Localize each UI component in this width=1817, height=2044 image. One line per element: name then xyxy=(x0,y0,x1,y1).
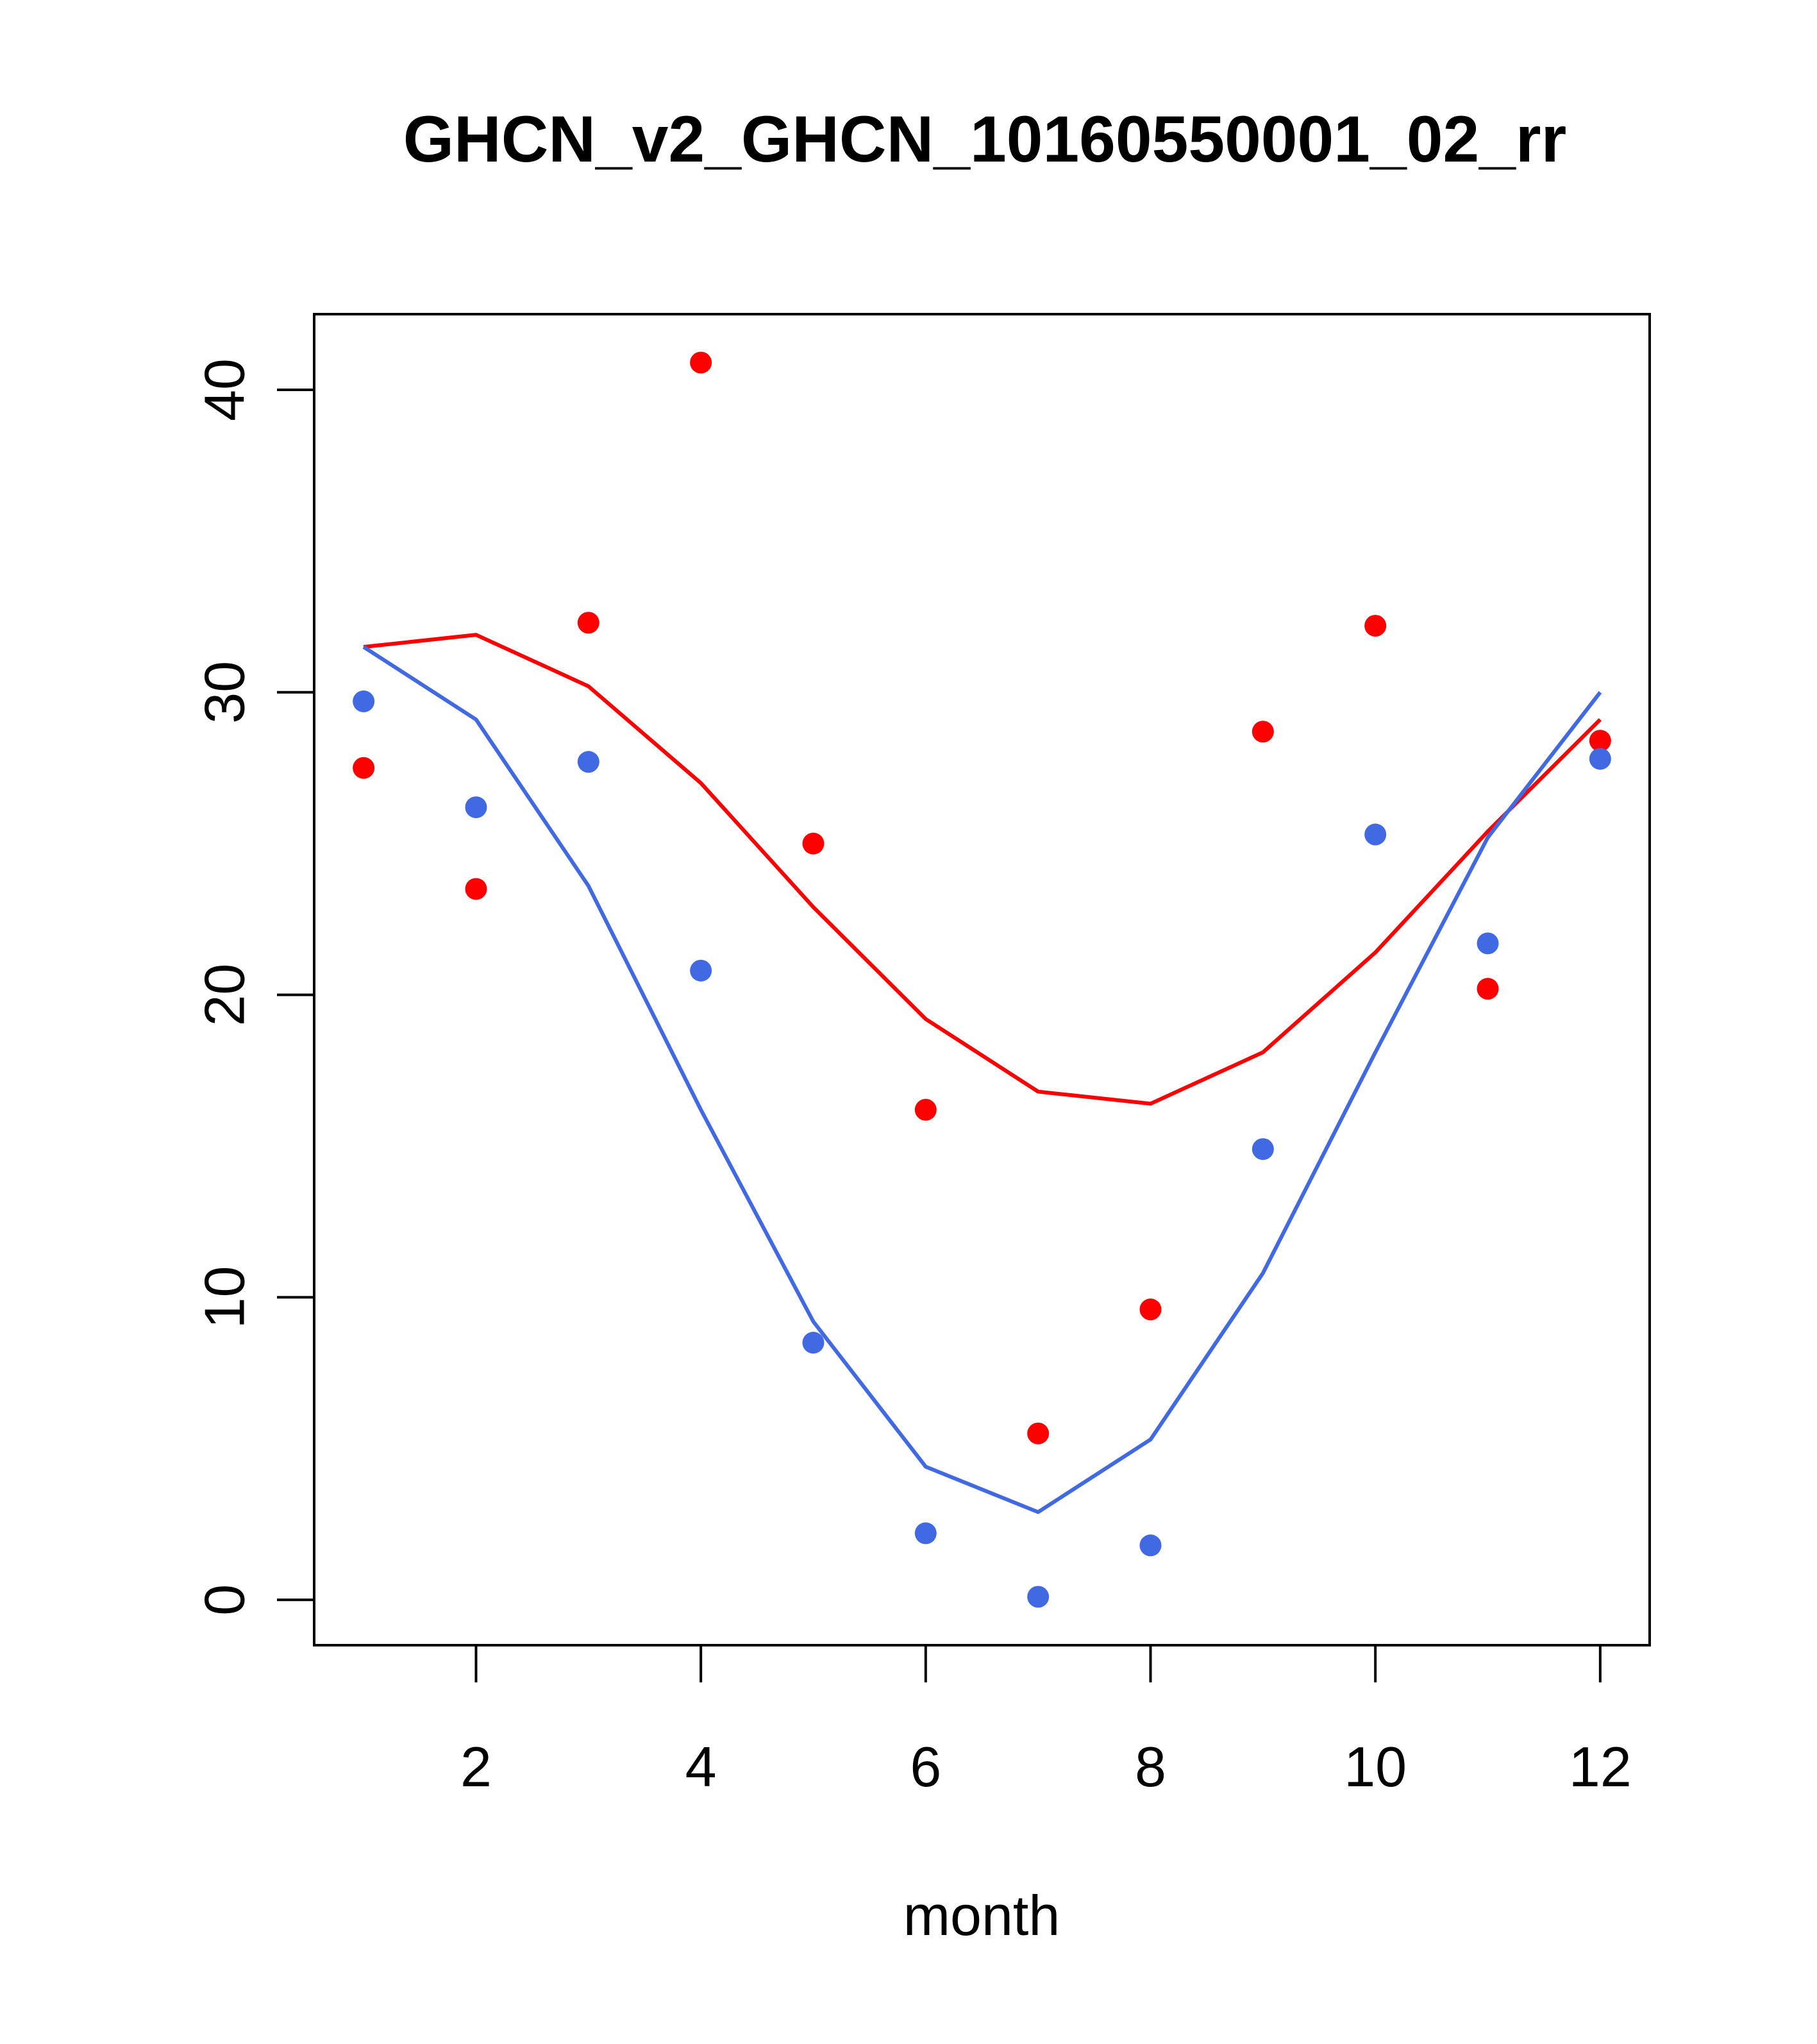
x-tick-label: 2 xyxy=(460,1735,492,1798)
blue-point xyxy=(1589,748,1611,770)
blue-point xyxy=(353,690,375,712)
blue-point xyxy=(1027,1586,1050,1608)
y-tick-label: 20 xyxy=(193,964,256,1026)
y-axis: 0 10 20 30 40 xyxy=(193,358,315,1616)
x-tick-label: 6 xyxy=(910,1735,941,1798)
red-point xyxy=(1139,1298,1162,1321)
red-point xyxy=(690,351,712,374)
blue-point xyxy=(802,1332,825,1354)
blue-point xyxy=(1477,932,1499,955)
y-tick-label: 30 xyxy=(193,661,256,724)
blue-point xyxy=(1139,1534,1162,1557)
x-tick-label: 10 xyxy=(1344,1735,1407,1798)
blue-point xyxy=(914,1522,937,1545)
blue-point xyxy=(1252,1138,1274,1160)
red-point xyxy=(1477,978,1499,1000)
series-points xyxy=(353,351,1611,1608)
red-point xyxy=(1364,614,1387,637)
red-point xyxy=(802,832,825,855)
x-tick-label: 4 xyxy=(685,1735,717,1798)
x-tick-label: 8 xyxy=(1135,1735,1166,1798)
red-point xyxy=(1252,721,1274,743)
red-point xyxy=(914,1098,937,1121)
blue-point xyxy=(465,796,487,819)
blue-point xyxy=(1364,823,1387,846)
blue-point xyxy=(577,751,599,773)
x-axis: 2 4 6 8 10 12 xyxy=(460,1644,1632,1798)
series-lines xyxy=(362,633,1602,1514)
red-point xyxy=(465,878,487,900)
y-tick-label: 10 xyxy=(193,1266,256,1328)
y-tick-label: 0 xyxy=(193,1584,256,1616)
red-point xyxy=(1027,1422,1050,1445)
y-tick-label: 40 xyxy=(193,358,256,421)
red-point xyxy=(577,612,599,634)
red-point xyxy=(1589,730,1611,752)
chart-title: GHCN_v2_GHCN_10160550001_02_rr xyxy=(403,103,1567,176)
blue-point xyxy=(690,959,712,982)
red-point xyxy=(353,757,375,779)
blue-line xyxy=(362,645,1602,1514)
x-tick-label: 12 xyxy=(1569,1735,1632,1798)
red-line xyxy=(363,633,1602,1106)
x-axis-label: month xyxy=(903,1884,1060,1947)
